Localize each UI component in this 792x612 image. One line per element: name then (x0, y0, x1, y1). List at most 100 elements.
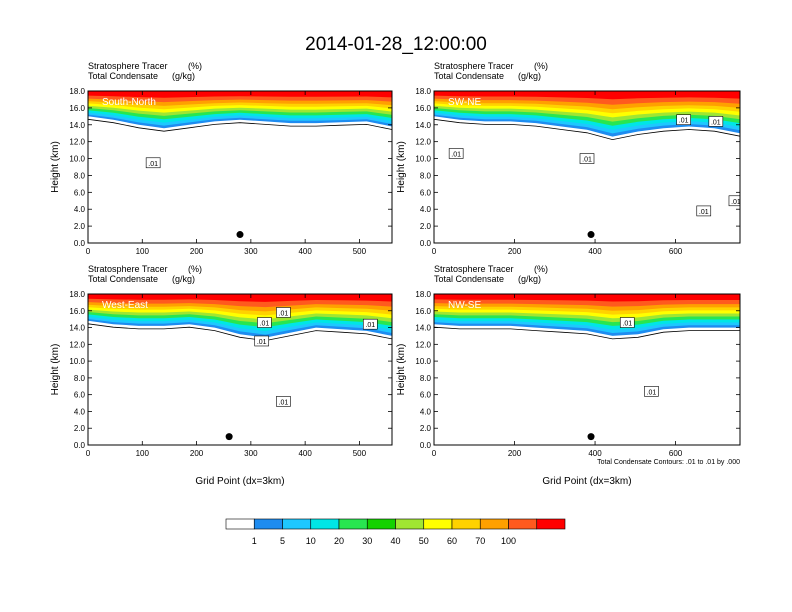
y-tick-label: 0.0 (420, 441, 432, 450)
colorbar-label: 5 (280, 536, 285, 546)
condensate-label: Total Condensate (88, 274, 158, 284)
x-tick-label: 600 (669, 247, 683, 256)
y-tick-label: 12.0 (69, 138, 85, 147)
plot-area: West-East .01 .01 .01 .01 .01 (88, 294, 392, 445)
x-tick-label: 400 (298, 449, 312, 458)
colorbar-label: 30 (362, 536, 372, 546)
y-tick-label: 16.0 (69, 104, 85, 113)
colorbar-label: 1 (252, 536, 257, 546)
contour-label: .01 (699, 209, 709, 216)
x-tick-label: 200 (508, 247, 522, 256)
colorbar-label: 40 (390, 536, 400, 546)
contour-label: .01 (711, 119, 721, 126)
y-tick-label: 12.0 (415, 340, 431, 349)
contour-label-box (257, 317, 272, 328)
y-tick-label: 4.0 (74, 407, 86, 416)
tracer-unit: (%) (188, 61, 202, 71)
tracer-band (88, 91, 392, 98)
y-tick-label: 14.0 (415, 324, 431, 333)
y-tick-label: 2.0 (420, 424, 432, 433)
colorbar-swatch (253, 518, 283, 530)
x-tick-label: 0 (432, 449, 437, 458)
y-tick-label: 18.0 (415, 290, 431, 299)
x-tick-label: 500 (353, 247, 367, 256)
tracer-label: Stratosphere Tracer (88, 61, 168, 71)
y-tick-label: 4.0 (420, 205, 432, 214)
condensate-label: Total Condensate (88, 71, 158, 81)
y-axis-label: Height (km) (50, 344, 61, 396)
location-marker (225, 433, 233, 441)
tracer-band (88, 294, 392, 302)
contour-label: .01 (260, 321, 270, 328)
contour-label-box (276, 396, 291, 407)
contour-label-box (276, 307, 291, 318)
tracer-band (434, 91, 740, 100)
colorbar-swatch (225, 518, 255, 530)
y-tick-label: 10.0 (69, 155, 85, 164)
y-tick-label: 18.0 (69, 87, 85, 96)
y-tick-label: 2.0 (74, 424, 86, 433)
colorbar-swatch (536, 518, 566, 530)
tracer-unit: (%) (188, 264, 202, 274)
y-tick-label: 8.0 (420, 374, 432, 383)
contour-label-box (619, 317, 635, 328)
contour-label-box (145, 157, 161, 169)
y-axis-label: Height (km) (50, 141, 61, 193)
colorbar-label: 10 (306, 536, 316, 546)
y-tick-label: 16.0 (415, 104, 431, 113)
contour-label-box (708, 116, 724, 127)
y-tick-label: 18.0 (69, 290, 85, 299)
contour-label: .01 (731, 199, 741, 206)
tracer-band (434, 294, 740, 302)
contour-label-box (448, 148, 464, 159)
contour-label: .01 (279, 310, 289, 317)
x-tick-label: 400 (298, 247, 312, 256)
y-tick-label: 16.0 (69, 307, 85, 316)
condensate-contour (434, 118, 740, 141)
contour-label-box (644, 386, 659, 397)
x-tick-label: 400 (588, 449, 602, 458)
condensate-label: Total Condensate (434, 71, 504, 81)
panels: Stratosphere Tracer (%) Total Condensate (g… (50, 61, 741, 487)
y-tick-label: 4.0 (74, 205, 86, 214)
colorbar-swatch (310, 518, 340, 530)
colorbar-swatch (282, 518, 312, 530)
panel-nw-se: Stratosphere Tracer (%) Total Condensate (g… (396, 264, 741, 487)
panel-name-label: South-North (102, 97, 156, 108)
figure-title: 2014-01-28_12:00:00 (305, 34, 487, 55)
contour-label-box (362, 318, 378, 330)
condensate-label: Total Condensate (434, 274, 504, 284)
contour-label: .01 (365, 322, 375, 329)
contour-label: .01 (451, 151, 461, 158)
condensate-unit: (g/kg) (518, 71, 541, 81)
condensate-contour (88, 118, 392, 132)
contour-label: .01 (148, 161, 158, 168)
x-tick-label: 400 (588, 247, 602, 256)
x-tick-label: 200 (190, 247, 204, 256)
y-axis-label: Height (km) (396, 141, 407, 193)
tracer-label: Stratosphere Tracer (88, 264, 168, 274)
y-axis-label: Height (km) (396, 344, 407, 396)
contour-label: .01 (279, 399, 289, 406)
y-tick-label: 10.0 (415, 155, 431, 164)
colorbar-label: 20 (334, 536, 344, 546)
contour-label: .01 (582, 157, 592, 164)
contour-label-box (676, 114, 691, 126)
colorbar-swatch (508, 518, 538, 530)
y-tick-label: 6.0 (74, 188, 86, 197)
contour-note: Total Condensate Contours: .01 to .01 by… (597, 459, 740, 466)
colorbar-label: 50 (419, 536, 429, 546)
panel-name-label: West-East (102, 300, 148, 311)
x-tick-label: 300 (244, 449, 258, 458)
contour-label-box (579, 153, 595, 164)
colorbar-swatch (395, 518, 425, 530)
condensate-contour (434, 326, 740, 340)
panel-south-north: Stratosphere Tracer (%) Total Condensate (g… (50, 61, 393, 256)
plot-area: SW-NE .01 .01 .01 .01 .01 .01 (434, 91, 741, 243)
y-tick-label: 14.0 (69, 324, 85, 333)
contour-label-box (254, 335, 270, 347)
y-tick-label: 8.0 (420, 171, 432, 180)
colorbar-swatch (423, 518, 453, 530)
colorbar-swatch (479, 518, 509, 530)
y-tick-label: 12.0 (69, 340, 85, 349)
